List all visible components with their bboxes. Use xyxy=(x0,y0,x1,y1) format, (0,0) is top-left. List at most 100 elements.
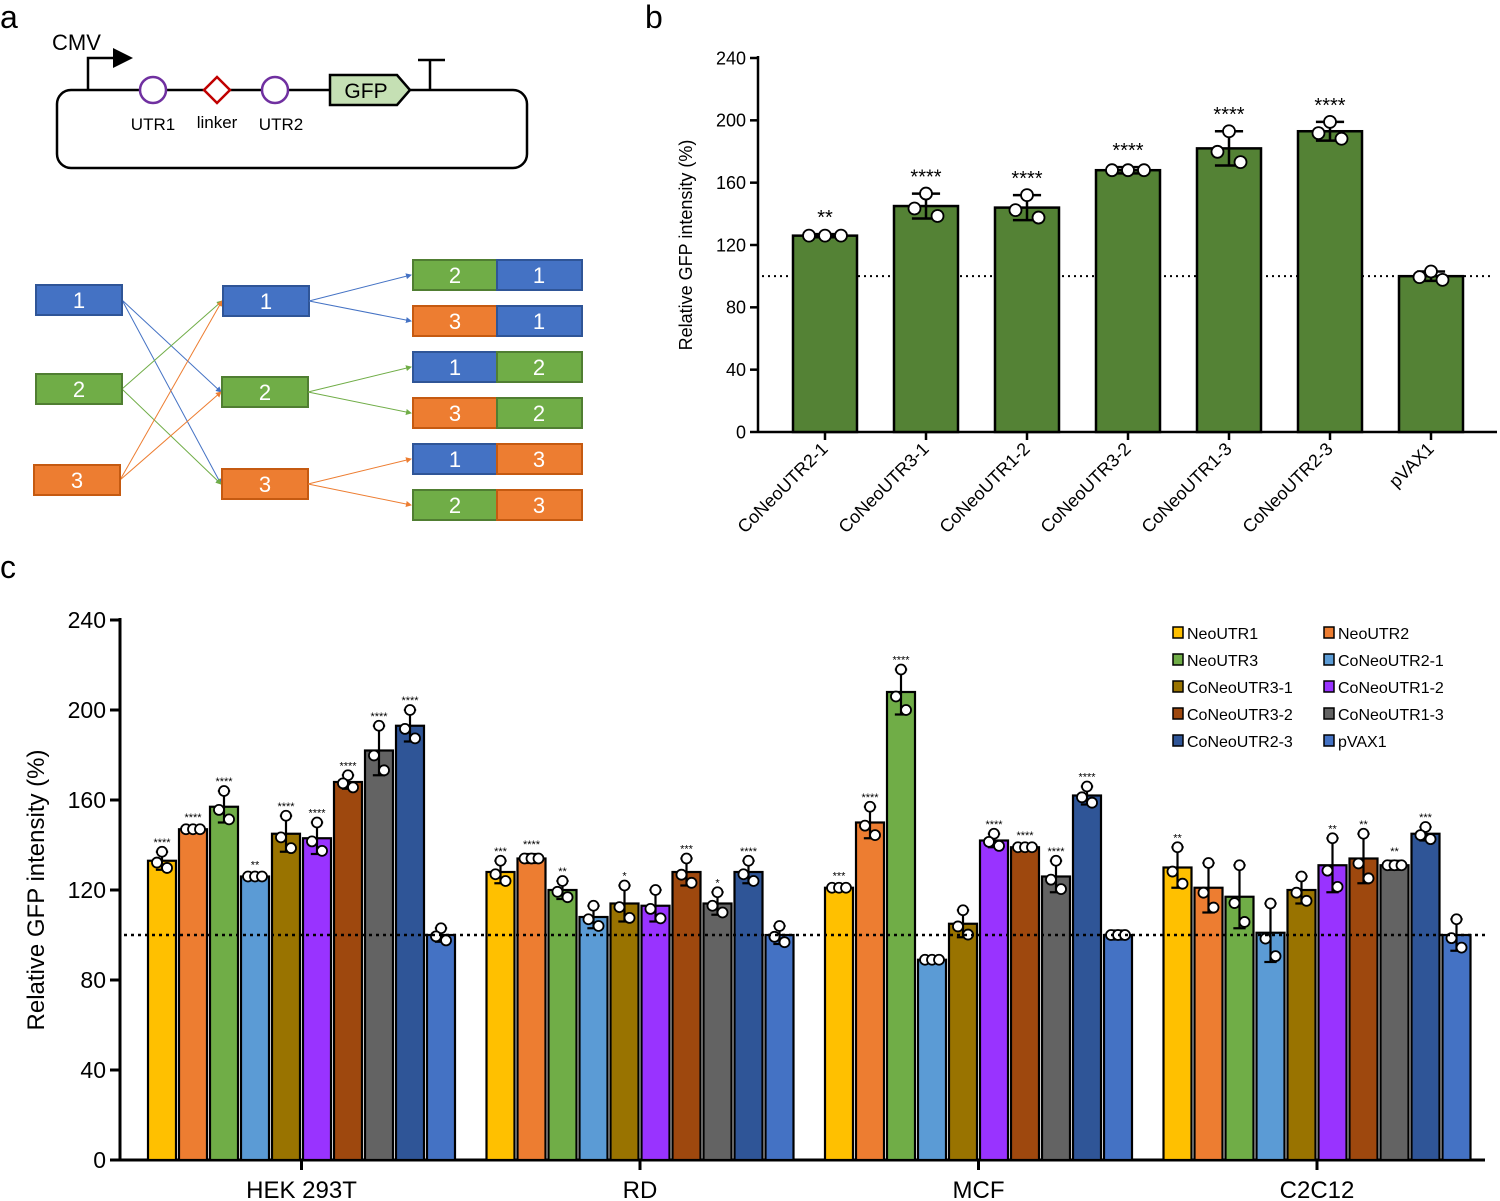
data-point xyxy=(1321,864,1334,877)
significance-label: **** xyxy=(910,167,941,189)
legend-swatch xyxy=(1323,626,1335,639)
data-point xyxy=(1008,203,1023,217)
y-tick-label: 40 xyxy=(80,1057,106,1083)
bar xyxy=(854,821,886,1162)
y-tick-label: 200 xyxy=(716,111,746,131)
data-point xyxy=(430,930,442,943)
x-tick-label: CoNeoUTR1-2 xyxy=(936,439,1034,537)
arrow-combo-5 xyxy=(307,483,412,507)
combo-0-part-0-label: 2 xyxy=(449,263,461,288)
data-point xyxy=(644,903,657,915)
y-tick-label: 80 xyxy=(726,298,746,318)
significance-label: ** xyxy=(817,207,833,229)
combo-4-part-0-label: 1 xyxy=(449,447,461,472)
bar xyxy=(270,832,302,1162)
bar xyxy=(947,922,979,1162)
legend-label: pVAX1 xyxy=(1338,734,1387,751)
legend: NeoUTR1 NeoUTR2 NeoUTR3 CoNeoUTR2-1 CoNeoUTR… xyxy=(1172,626,1444,751)
significance-label: **** xyxy=(339,760,357,772)
legend-label: CoNeoUTR1-3 xyxy=(1338,707,1444,724)
bar xyxy=(1441,933,1472,1162)
x-tick-label: MCF xyxy=(953,1177,1005,1201)
data-point xyxy=(311,816,323,829)
data-point xyxy=(988,827,1000,840)
utr1-label: UTR1 xyxy=(131,115,175,134)
linker-diamond xyxy=(202,75,232,105)
bar xyxy=(516,857,547,1162)
data-point xyxy=(1031,210,1046,225)
gfp-gene-arrow xyxy=(328,73,412,107)
data-point xyxy=(399,723,411,735)
bar xyxy=(394,724,426,1162)
data-point xyxy=(716,906,729,919)
arrow-3-to-2 xyxy=(119,391,222,481)
data-point xyxy=(280,809,292,822)
bar xyxy=(1296,129,1364,434)
data-point xyxy=(680,852,693,865)
data-point xyxy=(1300,894,1313,907)
combo-2-part-0-label: 1 xyxy=(449,355,461,380)
chart-c: 0 40 80 120 160 200 240 Relative GFP intensity … xyxy=(23,607,1485,1201)
legend-swatch xyxy=(1323,707,1335,720)
combo-1-part-1 xyxy=(496,305,583,337)
arrow-3-to-1 xyxy=(119,300,223,481)
data-point xyxy=(1395,859,1408,872)
significance-label: **** xyxy=(861,792,879,804)
data-point xyxy=(1455,941,1468,954)
data-point xyxy=(592,920,605,932)
combo-3-part-0-label: 3 xyxy=(449,401,461,426)
x-tick-label: CoNeoUTR3-2 xyxy=(1037,439,1135,537)
data-point xyxy=(802,228,816,243)
arrow-2-to-3 xyxy=(121,388,222,485)
significance-label: **** xyxy=(153,837,171,849)
bar xyxy=(1224,895,1255,1162)
data-point xyxy=(1081,780,1093,793)
data-point xyxy=(859,819,871,832)
data-point xyxy=(1412,270,1427,285)
data-point xyxy=(1362,872,1375,885)
data-point xyxy=(952,920,964,933)
combo-5-part-1 xyxy=(496,489,583,521)
x-tick-label: CoNeoUTR3-1 xyxy=(835,439,933,537)
significance-label: **** xyxy=(1016,830,1034,842)
legend-label: NeoUTR3 xyxy=(1187,653,1258,670)
data-point xyxy=(532,852,545,865)
significance-label: **** xyxy=(523,839,541,851)
bar xyxy=(671,870,702,1162)
data-point xyxy=(1137,163,1151,178)
data-point xyxy=(499,875,512,887)
data-point xyxy=(194,823,206,836)
data-point xyxy=(706,899,719,912)
linker-label: linker xyxy=(197,113,238,132)
data-point xyxy=(1105,163,1119,178)
data-point xyxy=(1020,188,1034,203)
x-tick-label: CoNeoUTR2-1 xyxy=(734,439,832,537)
significance-label: **** xyxy=(1047,846,1065,858)
data-point xyxy=(347,781,359,794)
bar xyxy=(1255,931,1286,1162)
data-point xyxy=(1210,144,1225,159)
data-point xyxy=(711,886,724,899)
bar xyxy=(1009,846,1041,1162)
legend-swatch xyxy=(1323,653,1335,666)
bar xyxy=(916,958,948,1162)
y-tick-label: 160 xyxy=(716,173,746,193)
arrow-combo-0 xyxy=(308,273,412,302)
combo-2-part-1-label: 2 xyxy=(533,355,545,380)
data-point xyxy=(582,913,595,926)
arrow-combo-3 xyxy=(307,391,412,415)
bar xyxy=(1397,274,1465,434)
data-point xyxy=(649,884,662,896)
data-point xyxy=(623,912,636,924)
data-point xyxy=(368,749,380,762)
data-point xyxy=(373,719,385,732)
data-point xyxy=(834,228,848,243)
legend-label: CoNeoUTR3-2 xyxy=(1187,707,1293,724)
significance-label: * xyxy=(622,871,627,883)
data-point xyxy=(1233,859,1246,872)
combo-5-part-1-label: 3 xyxy=(533,493,545,518)
legend-label: CoNeoUTR1-2 xyxy=(1338,680,1444,697)
significance-label: ** xyxy=(251,859,260,871)
bar xyxy=(208,805,240,1162)
